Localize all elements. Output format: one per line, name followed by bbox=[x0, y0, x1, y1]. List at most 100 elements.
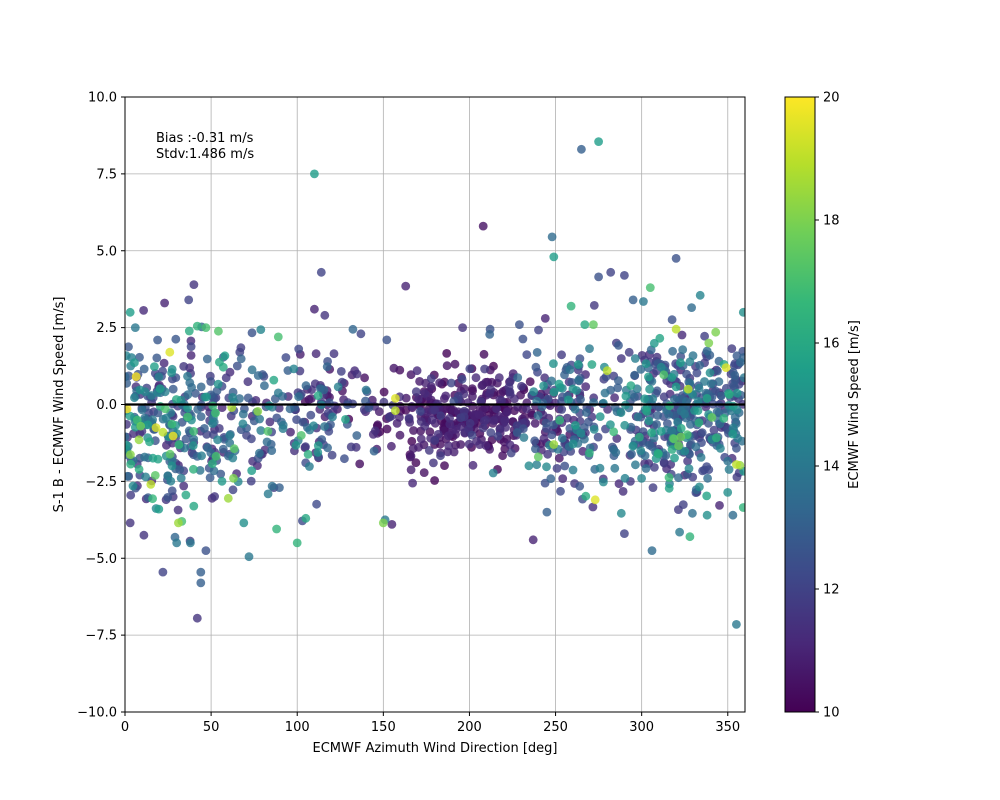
data-point bbox=[456, 440, 466, 449]
data-point bbox=[717, 391, 726, 401]
data-point bbox=[610, 463, 620, 473]
data-point bbox=[150, 362, 159, 371]
data-point bbox=[320, 422, 329, 431]
data-point bbox=[125, 307, 135, 317]
data-point bbox=[674, 473, 683, 483]
data-point bbox=[587, 360, 597, 369]
y-tick-label: 5.0 bbox=[96, 244, 117, 259]
data-point bbox=[502, 407, 512, 417]
data-point bbox=[677, 330, 687, 340]
data-point bbox=[183, 403, 193, 413]
data-point bbox=[444, 431, 453, 441]
data-point bbox=[316, 384, 325, 393]
data-point bbox=[549, 440, 559, 449]
data-point bbox=[573, 360, 583, 369]
data-point bbox=[228, 393, 238, 402]
data-point bbox=[125, 440, 131, 450]
data-point bbox=[238, 419, 248, 429]
data-point bbox=[671, 324, 681, 334]
data-point bbox=[340, 454, 349, 464]
data-point bbox=[695, 360, 705, 370]
data-point bbox=[702, 346, 712, 356]
data-point bbox=[305, 462, 314, 471]
data-point bbox=[125, 342, 133, 352]
data-point bbox=[589, 320, 598, 329]
data-point bbox=[420, 389, 429, 398]
colorbar-tick-label: 16 bbox=[823, 337, 840, 352]
data-point bbox=[232, 361, 242, 371]
data-point bbox=[361, 385, 371, 395]
data-point bbox=[532, 396, 542, 406]
data-point bbox=[525, 377, 535, 387]
data-point bbox=[644, 372, 653, 382]
data-point bbox=[582, 408, 591, 417]
data-point bbox=[458, 323, 467, 332]
colorbar bbox=[784, 96, 816, 713]
annotation-stdv: Stdv:1.486 m/s bbox=[156, 147, 254, 162]
data-point bbox=[187, 383, 197, 392]
data-point bbox=[645, 283, 655, 292]
data-point bbox=[262, 437, 272, 447]
data-point bbox=[585, 344, 594, 353]
data-point bbox=[486, 428, 496, 437]
data-point bbox=[574, 375, 584, 385]
colorbar-ticks: 10 12 14 16 18 20 bbox=[815, 91, 840, 721]
data-point bbox=[137, 405, 147, 415]
data-point bbox=[705, 368, 715, 378]
data-point bbox=[387, 441, 396, 451]
data-point bbox=[626, 381, 636, 390]
data-point bbox=[294, 344, 304, 354]
data-point bbox=[724, 465, 734, 474]
data-point bbox=[590, 495, 600, 505]
data-point bbox=[620, 420, 630, 430]
data-point bbox=[211, 408, 220, 418]
data-point bbox=[542, 507, 552, 517]
data-point bbox=[728, 510, 738, 520]
data-point bbox=[637, 474, 646, 483]
data-point bbox=[628, 295, 638, 305]
data-point bbox=[208, 459, 217, 468]
data-point bbox=[153, 335, 163, 345]
data-point bbox=[495, 424, 505, 434]
data-point bbox=[614, 341, 623, 350]
data-point bbox=[728, 429, 738, 439]
data-point bbox=[581, 491, 591, 501]
data-point bbox=[189, 464, 198, 474]
data-point bbox=[667, 373, 677, 382]
data-point bbox=[341, 415, 350, 424]
data-point bbox=[391, 394, 400, 403]
data-point bbox=[614, 479, 624, 489]
data-point bbox=[656, 427, 666, 436]
data-point bbox=[427, 415, 437, 425]
data-point bbox=[426, 374, 436, 383]
data-point bbox=[309, 421, 318, 431]
data-point bbox=[512, 428, 522, 437]
data-point bbox=[168, 384, 178, 394]
data-point bbox=[488, 468, 498, 478]
data-point bbox=[609, 427, 619, 437]
data-point bbox=[504, 382, 514, 392]
data-point bbox=[556, 486, 565, 496]
data-point bbox=[486, 385, 496, 394]
data-point bbox=[416, 434, 426, 444]
data-point bbox=[328, 412, 337, 422]
data-point bbox=[640, 394, 649, 404]
data-point bbox=[465, 418, 475, 428]
data-point bbox=[125, 411, 135, 421]
y-tick-label: 0.0 bbox=[96, 398, 117, 413]
data-point bbox=[682, 369, 691, 379]
data-point bbox=[652, 386, 662, 396]
data-point bbox=[465, 364, 475, 374]
data-point bbox=[719, 414, 729, 423]
data-point bbox=[478, 423, 488, 433]
data-point bbox=[547, 232, 557, 242]
data-point bbox=[130, 323, 140, 332]
data-point bbox=[554, 453, 564, 463]
data-point bbox=[738, 307, 745, 317]
data-point bbox=[685, 532, 695, 542]
data-point bbox=[695, 482, 704, 492]
data-point bbox=[562, 413, 572, 423]
y-axis-label: S-1 B - ECMWF Wind Speed [m/s] bbox=[52, 297, 67, 513]
data-point bbox=[609, 445, 618, 455]
data-point bbox=[429, 458, 438, 468]
